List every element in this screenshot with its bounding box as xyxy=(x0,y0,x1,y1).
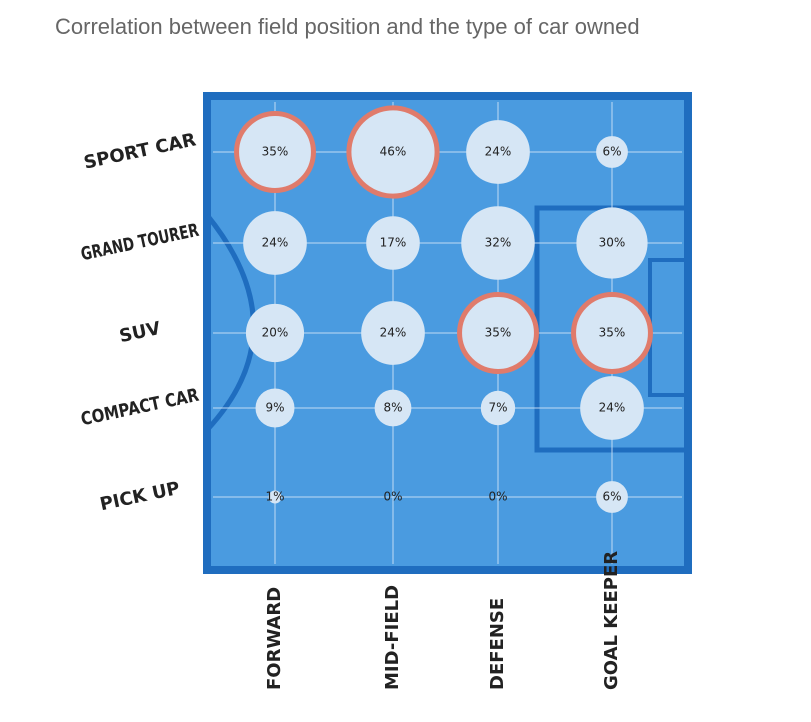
value-label: 6% xyxy=(602,490,621,504)
value-label: 0% xyxy=(383,490,402,504)
x-tick-label: GOAL KEEPER xyxy=(601,551,622,690)
bubble xyxy=(255,388,295,428)
bubble xyxy=(571,292,653,374)
bubble xyxy=(480,390,516,426)
value-label: 1% xyxy=(265,490,284,504)
value-label: 35% xyxy=(262,145,289,159)
value-label: 24% xyxy=(599,401,626,415)
value-label: 46% xyxy=(380,145,407,159)
bubble xyxy=(580,376,644,440)
bubble xyxy=(268,490,282,504)
bubble xyxy=(361,301,425,365)
x-tick-label: DEFENSE xyxy=(487,598,508,690)
bubble xyxy=(576,207,648,279)
bubble xyxy=(457,292,539,374)
value-label: 9% xyxy=(265,401,284,415)
value-label: 8% xyxy=(383,401,402,415)
y-tick-label: SPORT CAR xyxy=(82,129,198,173)
bubble xyxy=(466,120,530,184)
y-tick-label: PICK UP xyxy=(98,478,182,515)
bubble xyxy=(346,105,440,199)
bubble xyxy=(596,481,628,513)
bubble xyxy=(374,389,412,427)
value-label: 6% xyxy=(602,145,621,159)
value-label: 24% xyxy=(262,236,289,250)
y-tick-label: COMPACT CAR xyxy=(79,385,201,431)
value-label: 35% xyxy=(599,326,626,340)
value-label: 24% xyxy=(485,145,512,159)
value-label: 30% xyxy=(599,236,626,250)
value-label: 32% xyxy=(485,236,512,250)
x-tick-label: MID-FIELD xyxy=(382,585,403,690)
bubble xyxy=(461,206,535,280)
y-tick-label: GRAND TOURER xyxy=(79,220,201,266)
value-label: 24% xyxy=(380,326,407,340)
value-label: 7% xyxy=(488,401,507,415)
x-tick-label: FORWARD xyxy=(264,587,285,690)
bubble xyxy=(243,211,307,275)
y-tick-label: SUV xyxy=(117,318,162,347)
value-label: 0% xyxy=(488,490,507,504)
bubble xyxy=(245,303,305,363)
chart-title: Correlation between field position and t… xyxy=(55,14,640,39)
bubble xyxy=(366,216,420,270)
value-label: 35% xyxy=(485,326,512,340)
value-label: 20% xyxy=(262,326,289,340)
value-label: 17% xyxy=(380,236,407,250)
bubble xyxy=(234,111,316,193)
bubble xyxy=(596,136,628,168)
